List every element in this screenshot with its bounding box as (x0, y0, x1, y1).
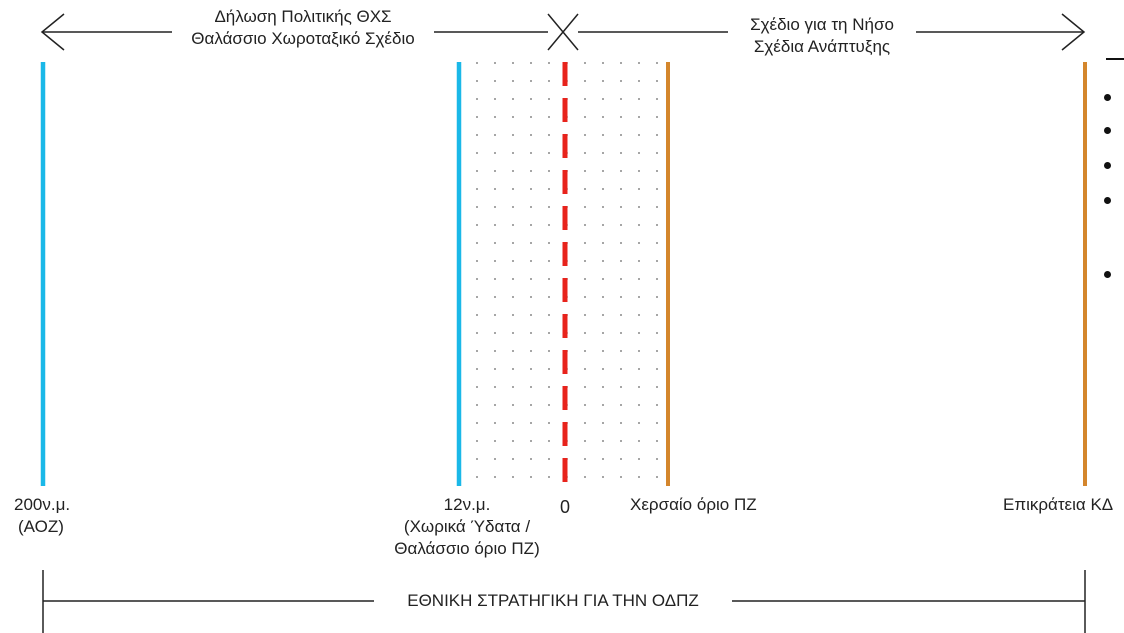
land-limit-label: Χερσαίο όριο ΠΖ (630, 495, 757, 514)
policy-statement-line2: Θαλάσσιο Χωροταξικό Σχέδιο (191, 29, 415, 48)
tw-limit: Θαλάσσιο όριο ΠΖ) (394, 539, 540, 558)
cutoff-heading-underline (1106, 58, 1124, 60)
top-right-arrow (578, 13, 1086, 51)
tw-name: (Χωρικά Ύδατα / (403, 517, 531, 536)
aoz-abbrev: (ΑΟΖ) (18, 517, 64, 536)
territorial-waters-label: 12ν.μ. (Χωρικά Ύδατα / Θαλάσσιο όριο ΠΖ) (370, 494, 550, 560)
island-plan-label: Σχέδιο για τη Νήσο Σχέδια Ανάπτυξης (732, 14, 912, 58)
dotted-coastal-zone (459, 62, 668, 486)
island-plan-line1: Σχέδιο για τη Νήσο (750, 15, 894, 34)
tw-distance: 12ν.μ. (443, 495, 491, 514)
policy-statement-label: Δήλωση Πολιτικής ΘΧΣ Θαλάσσιο Χωροταξικό… (190, 6, 416, 50)
center-cross-icon (547, 13, 579, 51)
bullet-icon (1104, 271, 1111, 278)
top-left-arrow (40, 13, 548, 51)
aoz-distance: 200ν.μ. (14, 495, 71, 514)
epikrateia-label: Επικράτεια ΚΔ (1003, 495, 1114, 514)
bottom-bracket (42, 570, 1086, 633)
bullet-icon (1104, 94, 1111, 101)
bullet-icon (1104, 127, 1111, 134)
policy-statement-line1: Δήλωση Πολιτικής ΘΧΣ (214, 7, 392, 26)
island-plan-line2: Σχέδια Ανάπτυξης (753, 37, 891, 56)
aoz-label: 200ν.μ. (ΑΟΖ) (14, 494, 70, 538)
national-strategy-label: ΕΘΝΙΚΗ ΣΤΡΑΤΗΓΙΚΗ ΓΙΑ ΤΗΝ ΟΔΠΖ (407, 591, 699, 610)
bullet-icon (1104, 162, 1111, 169)
zero-label: 0 (559, 497, 570, 517)
bullet-icon (1104, 197, 1111, 204)
